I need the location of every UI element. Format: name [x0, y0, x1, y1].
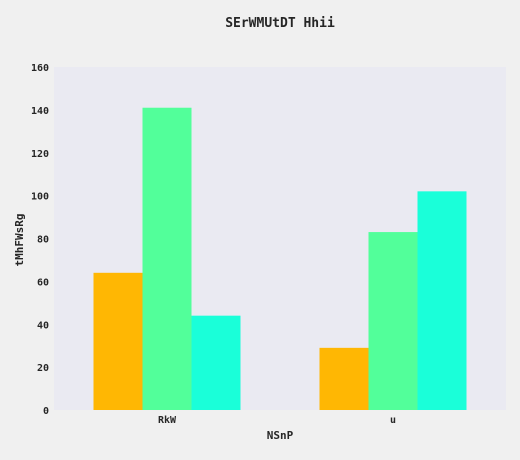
y-axis-label: tMhFWsRg — [13, 214, 26, 267]
x-tick-label: RkW — [158, 415, 177, 426]
y-ticks-group: 0 20 40 60 80 100 120 140 160 — [31, 63, 49, 417]
bar-RkW-series-3 — [191, 315, 241, 410]
y-tick-label: 0 — [43, 406, 49, 417]
y-tick-label: 120 — [31, 149, 49, 160]
bar-u-series-2 — [368, 232, 418, 410]
x-ticks-group: RkW u — [158, 415, 396, 426]
y-tick-label: 40 — [37, 320, 49, 331]
y-tick-label: 160 — [31, 63, 49, 74]
y-tick-label: 60 — [37, 277, 49, 288]
x-axis-label: NSnP — [267, 429, 294, 442]
bar-u-series-3 — [417, 191, 467, 410]
x-tick-label: u — [390, 415, 396, 426]
bar-RkW-series-2 — [142, 107, 192, 410]
y-tick-label: 140 — [31, 106, 49, 117]
bar-RkW-series-1 — [93, 272, 143, 410]
y-tick-label: 80 — [37, 235, 49, 246]
y-tick-label: 100 — [31, 192, 49, 203]
bar-u-series-1 — [319, 347, 369, 410]
bars-group — [93, 107, 467, 410]
y-tick-label: 20 — [37, 363, 49, 374]
chart-title: SErWMUtDT Hhii — [225, 16, 335, 31]
